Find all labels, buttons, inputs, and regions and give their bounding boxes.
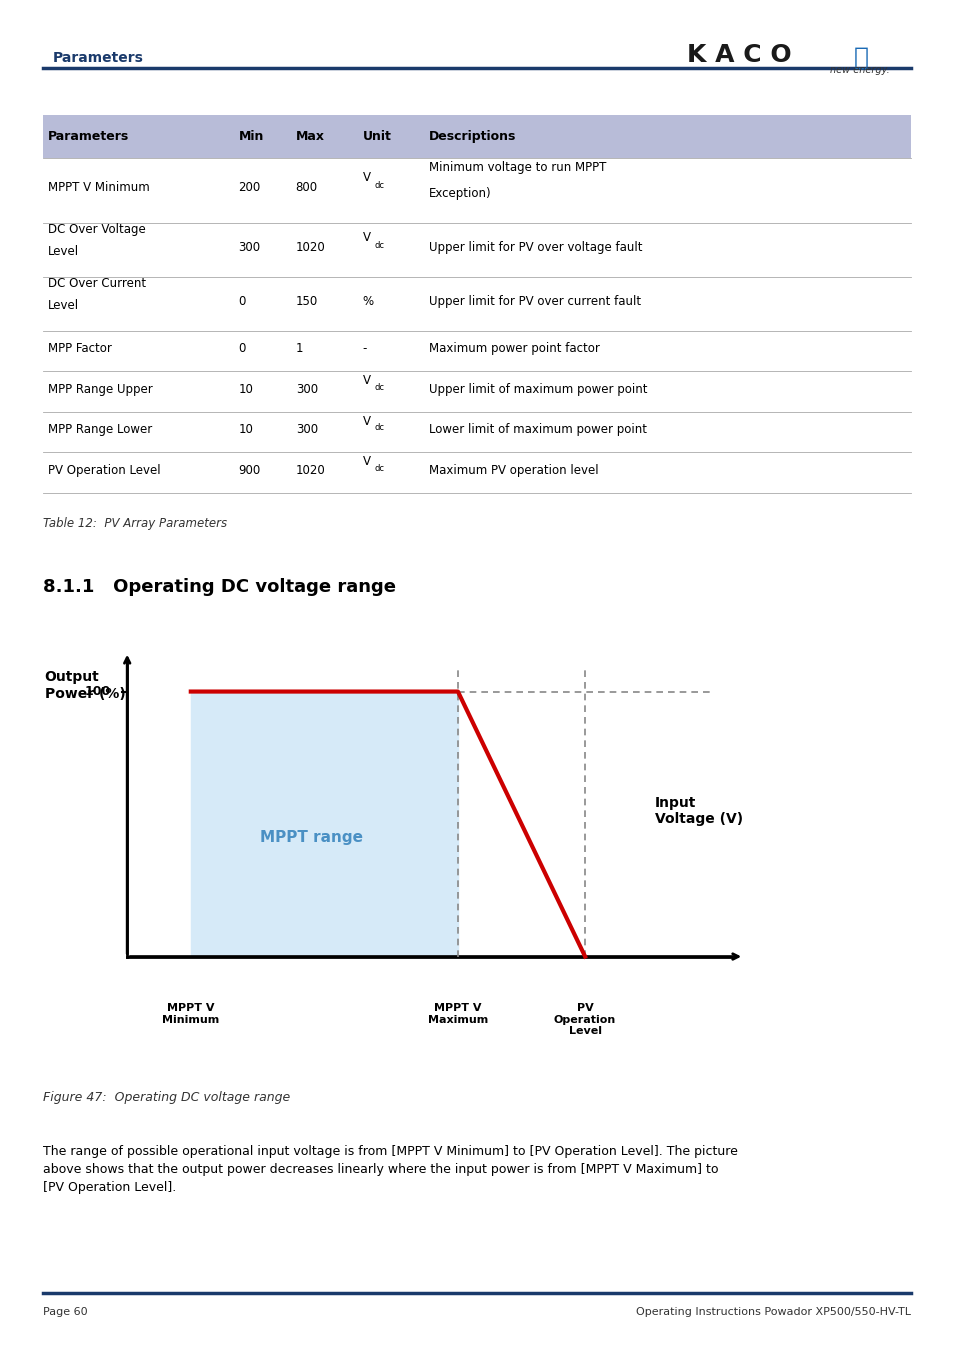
Text: Exception): Exception) bbox=[429, 188, 492, 200]
Text: MPP Factor: MPP Factor bbox=[48, 343, 112, 355]
Text: 300: 300 bbox=[295, 383, 317, 396]
Text: 300: 300 bbox=[295, 424, 317, 436]
Text: Operating Instructions Powador XP500/550-HV-TL: Operating Instructions Powador XP500/550… bbox=[636, 1307, 910, 1316]
Text: Unit: Unit bbox=[362, 130, 391, 143]
Text: 900: 900 bbox=[238, 464, 260, 477]
Text: DC Over Voltage: DC Over Voltage bbox=[48, 223, 145, 236]
Text: Level: Level bbox=[48, 244, 79, 258]
Text: dc: dc bbox=[375, 423, 384, 432]
Text: dc: dc bbox=[375, 181, 384, 190]
Text: V: V bbox=[362, 455, 370, 468]
Text: MPPT V Minimum: MPPT V Minimum bbox=[48, 181, 150, 193]
Text: The range of possible operational input voltage is from [MPPT V Minimum] to [PV : The range of possible operational input … bbox=[43, 1145, 737, 1193]
Text: 100: 100 bbox=[85, 684, 112, 698]
Text: 300: 300 bbox=[238, 240, 260, 254]
Text: Input
Voltage (V): Input Voltage (V) bbox=[655, 795, 742, 826]
Text: 1020: 1020 bbox=[295, 240, 325, 254]
Text: Table 12:  PV Array Parameters: Table 12: PV Array Parameters bbox=[43, 517, 227, 531]
Text: 800: 800 bbox=[295, 181, 317, 193]
Text: MPP Range Lower: MPP Range Lower bbox=[48, 424, 152, 436]
Text: Figure 47:  Operating DC voltage range: Figure 47: Operating DC voltage range bbox=[43, 1091, 290, 1104]
Text: V: V bbox=[362, 414, 370, 428]
Text: DC Over Current: DC Over Current bbox=[48, 277, 146, 290]
Text: Parameters: Parameters bbox=[52, 51, 143, 65]
Text: Page 60: Page 60 bbox=[43, 1307, 88, 1316]
Text: 8.1.1   Operating DC voltage range: 8.1.1 Operating DC voltage range bbox=[43, 578, 395, 595]
Text: MPPT V
Minimum: MPPT V Minimum bbox=[162, 1003, 219, 1025]
Text: MPPT range: MPPT range bbox=[260, 830, 363, 845]
Text: dc: dc bbox=[375, 463, 384, 472]
Text: 10: 10 bbox=[238, 383, 253, 396]
Text: PV Operation Level: PV Operation Level bbox=[48, 464, 160, 477]
Text: Output
Power (%): Output Power (%) bbox=[45, 671, 125, 701]
Text: PV
Operation
Level: PV Operation Level bbox=[554, 1003, 616, 1037]
Text: Max: Max bbox=[295, 130, 324, 143]
Text: MPP Range Upper: MPP Range Upper bbox=[48, 383, 152, 396]
Text: dc: dc bbox=[375, 382, 384, 391]
Text: 1020: 1020 bbox=[295, 464, 325, 477]
Text: Lower limit of maximum power point: Lower limit of maximum power point bbox=[429, 424, 647, 436]
Text: 150: 150 bbox=[295, 294, 317, 308]
Text: V: V bbox=[362, 374, 370, 387]
Text: %: % bbox=[362, 294, 374, 308]
Text: 10: 10 bbox=[238, 424, 253, 436]
Polygon shape bbox=[191, 691, 457, 957]
Bar bbox=[43, 115, 910, 158]
Text: V: V bbox=[362, 231, 370, 244]
Text: V: V bbox=[362, 171, 370, 184]
Text: Upper limit for PV over current fault: Upper limit for PV over current fault bbox=[429, 294, 640, 308]
Text: Descriptions: Descriptions bbox=[429, 130, 517, 143]
Text: Maximum power point factor: Maximum power point factor bbox=[429, 343, 599, 355]
Text: Upper limit of maximum power point: Upper limit of maximum power point bbox=[429, 383, 647, 396]
Text: dc: dc bbox=[375, 240, 384, 250]
Text: Maximum PV operation level: Maximum PV operation level bbox=[429, 464, 598, 477]
Text: 0: 0 bbox=[238, 343, 246, 355]
Text: Level: Level bbox=[48, 298, 79, 312]
Text: Upper limit for PV over voltage fault: Upper limit for PV over voltage fault bbox=[429, 240, 642, 254]
Text: K A C O: K A C O bbox=[686, 43, 791, 68]
Text: Parameters: Parameters bbox=[48, 130, 129, 143]
Text: Minimum voltage to run MPPT: Minimum voltage to run MPPT bbox=[429, 161, 606, 174]
Text: new energy.: new energy. bbox=[829, 65, 889, 74]
Text: MPPT V
Maximum: MPPT V Maximum bbox=[427, 1003, 488, 1025]
Text: 200: 200 bbox=[238, 181, 260, 193]
Text: 🌀: 🌀 bbox=[853, 46, 868, 70]
Text: -: - bbox=[362, 343, 367, 355]
Text: 0: 0 bbox=[238, 294, 246, 308]
Text: Min: Min bbox=[238, 130, 264, 143]
Text: 1: 1 bbox=[295, 343, 303, 355]
